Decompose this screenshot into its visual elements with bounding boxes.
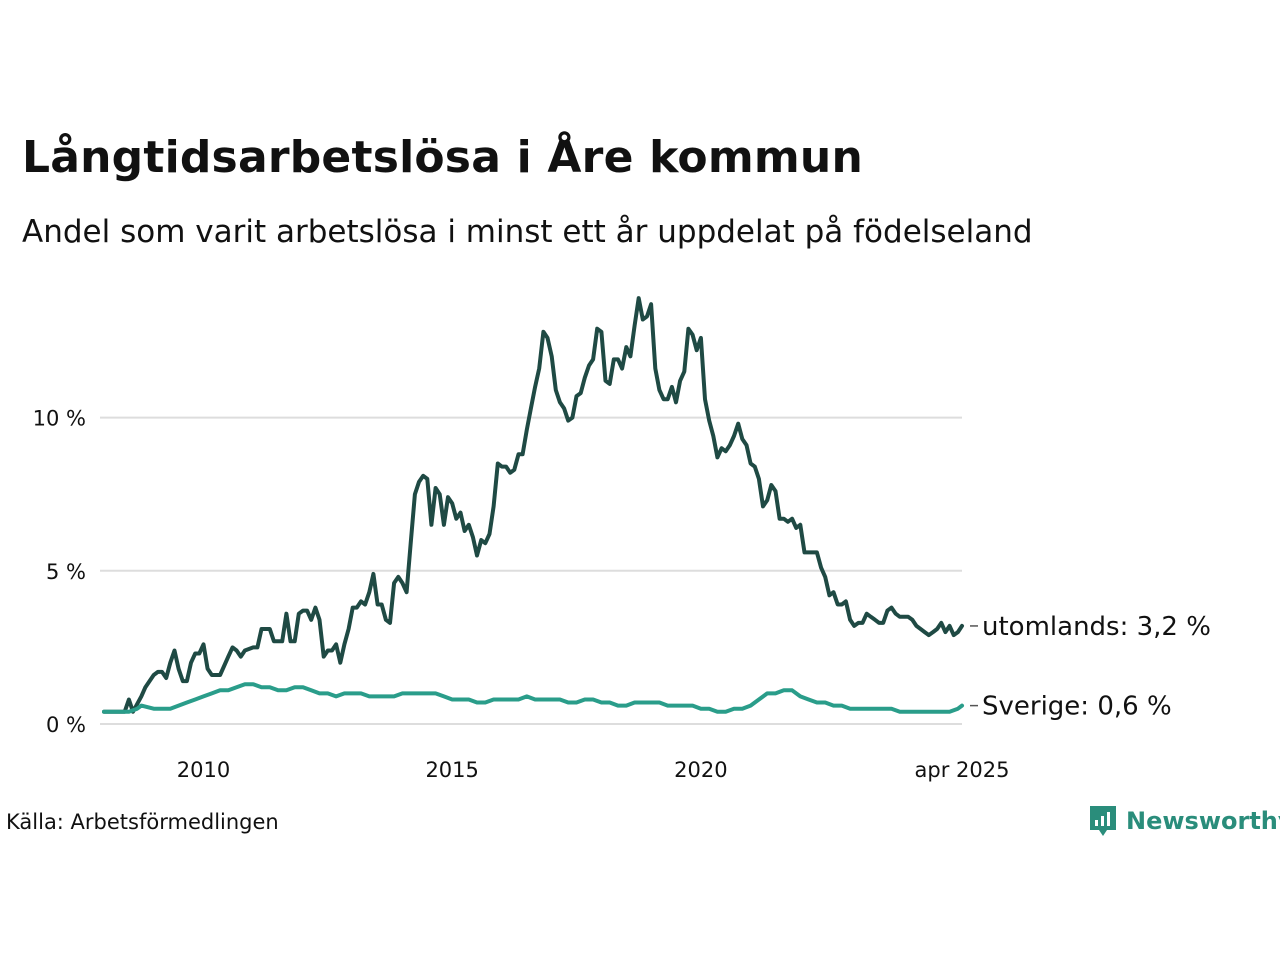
end-label-sverige: Sverige: 0,6 %	[982, 692, 1172, 722]
newsworthy-logo-icon	[1090, 806, 1116, 836]
brand-name: Newsworthy	[1126, 807, 1280, 835]
brand-logo: Newsworthy	[1088, 804, 1280, 838]
end-label-utomlands: utomlands: 3,2 %	[982, 612, 1211, 642]
x-tick-label: 2015	[425, 758, 478, 782]
series-line-utomlands	[102, 296, 964, 714]
series-lines	[102, 296, 964, 714]
chart-title: Långtidsarbetslösa i Åre kommun	[22, 132, 863, 183]
x-axis-ticks: 2010 2015 2020 apr 2025	[177, 758, 1010, 782]
y-tick-label: 10 %	[33, 407, 86, 431]
x-tick-label: 2020	[674, 758, 727, 782]
source-note: Källa: Arbetsförmedlingen	[6, 810, 279, 834]
gridlines	[100, 416, 962, 725]
series-end-labels: utomlands: 3,2 % Sverige: 0,6 %	[970, 612, 1211, 722]
chart-subtitle: Andel som varit arbetslösa i minst ett å…	[22, 214, 1033, 250]
x-tick-label: 2010	[177, 758, 230, 782]
y-tick-label: 0 %	[46, 713, 86, 737]
y-axis-ticks: 0 % 5 % 10 %	[33, 407, 86, 737]
y-tick-label: 5 %	[46, 560, 86, 584]
x-tick-label: apr 2025	[915, 758, 1010, 782]
series-line-sverige	[102, 682, 964, 714]
